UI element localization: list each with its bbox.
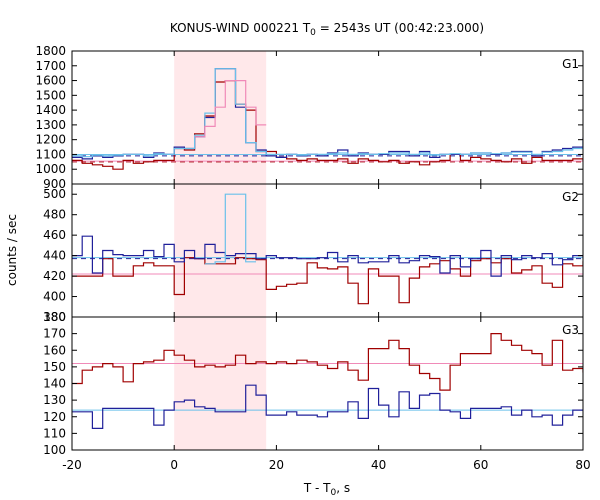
y-tick-label: 140 (43, 377, 66, 391)
y-tick-label: 460 (43, 228, 66, 242)
panel-data (72, 193, 583, 305)
panel-frame (71, 50, 584, 185)
y-tick-label: 120 (43, 410, 66, 424)
panel-g2: 380 400 420 440 460 480 500 G2 (43, 183, 584, 324)
x-tick-label: 40 (371, 458, 386, 472)
y-tick-label: 110 (43, 426, 66, 440)
y-tick-label: 380 (43, 310, 66, 324)
y-tick-label: 1100 (35, 147, 66, 161)
x-tick-label: 20 (269, 458, 284, 472)
series-dark_red (72, 257, 583, 305)
y-tick-label: 440 (43, 249, 66, 263)
y-tick-label: 170 (43, 327, 66, 341)
y-tick-label: 420 (43, 269, 66, 283)
y-tick-label: 1500 (35, 88, 66, 102)
y-tick-label: 1000 (35, 162, 66, 176)
panel-label: G3 (562, 323, 579, 337)
y-tick-label: 1300 (35, 118, 66, 132)
panel-label: G1 (562, 57, 579, 71)
y-tick-label: 1200 (35, 133, 66, 147)
y-tick-label: 1600 (35, 74, 66, 88)
highlight-band (174, 317, 267, 450)
series-dark_blue (72, 68, 583, 160)
series-pink (194, 80, 267, 138)
series-light_blue (72, 68, 583, 158)
series-dark_blue (72, 384, 583, 429)
y-tick-label: 180 (43, 310, 66, 324)
x-tick-label: 0 (170, 458, 178, 472)
y-tick-label: 900 (43, 177, 66, 191)
y-tick-label: 400 (43, 290, 66, 304)
y-tick-label: 500 (43, 187, 66, 201)
panel-g3: 100 110 120 130 140 150 160 170 180 G3 (43, 310, 584, 457)
series-dark_blue (72, 235, 583, 277)
y-tick-label: 100 (43, 443, 66, 457)
y-tick-label: 1700 (35, 59, 66, 73)
chart-panels: 900100011001200130014001500160017001800G… (35, 44, 590, 472)
x-tick-label: -20 (62, 458, 82, 472)
y-tick-label: 1800 (35, 44, 66, 58)
x-tick-labels: -20 0 20 40 60 80 (62, 458, 590, 472)
series-dark_red (72, 80, 583, 170)
y-axis-label: counts / sec (5, 214, 19, 286)
panel-frame (71, 316, 584, 451)
panel-label: G2 (562, 190, 579, 204)
series-light_blue (204, 193, 256, 265)
x-tick-label: 80 (575, 458, 590, 472)
panel-data (72, 333, 583, 429)
panel-data (72, 68, 583, 170)
highlight-band (174, 51, 267, 184)
y-tick-label: 1400 (35, 103, 66, 117)
y-tick-label: 480 (43, 208, 66, 222)
y-tick-label: 150 (43, 360, 66, 374)
series-dark_red (72, 333, 583, 391)
y-tick-label: 160 (43, 343, 66, 357)
y-tick-label: 130 (43, 393, 66, 407)
x-axis-label: T - T0, s (303, 481, 350, 498)
x-tick-label: 60 (473, 458, 488, 472)
chart-title: KONUS-WIND 000221 T0 = 2543s UT (00:42:2… (170, 21, 484, 38)
